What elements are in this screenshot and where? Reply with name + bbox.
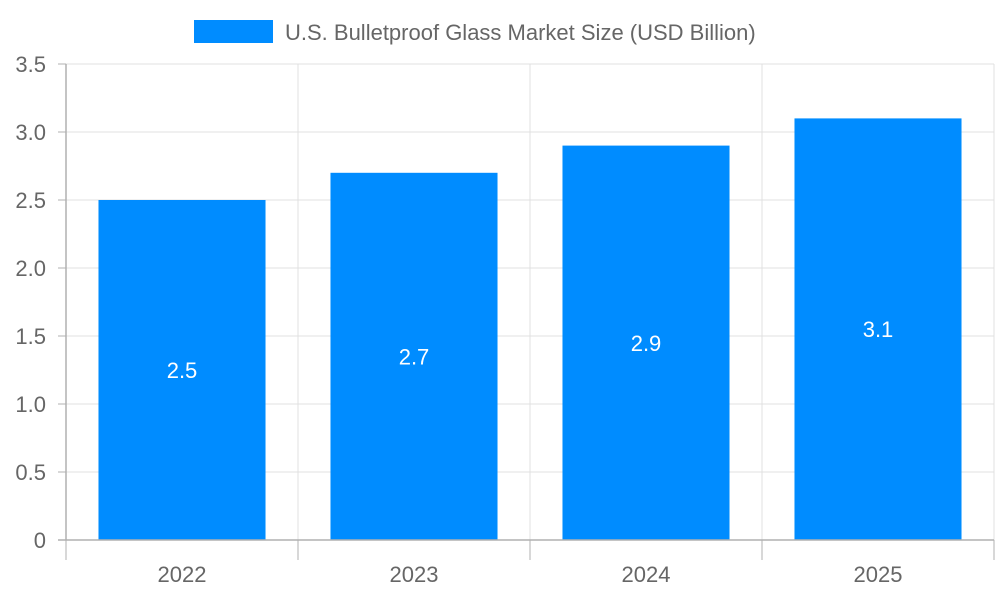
- legend-swatch: [194, 20, 273, 43]
- y-tick-label: 0.5: [15, 460, 46, 485]
- x-tick-label: 2023: [390, 562, 439, 587]
- data-label: 3.1: [863, 317, 894, 342]
- y-tick-label: 0: [34, 528, 46, 553]
- legend-label: U.S. Bulletproof Glass Market Size (USD …: [285, 20, 756, 45]
- x-tick-label: 2025: [854, 562, 903, 587]
- bar-2022[interactable]: [98, 200, 266, 540]
- y-tick-label: 1.5: [15, 324, 46, 349]
- data-label: 2.5: [167, 358, 198, 383]
- bars: 2.5 2.7 2.9 3.1: [98, 118, 962, 541]
- y-tick-label: 1.0: [15, 392, 46, 417]
- y-tick-label: 2.5: [15, 188, 46, 213]
- data-label: 2.9: [631, 331, 662, 356]
- bar-2024[interactable]: [562, 145, 730, 540]
- y-tick-label: 3.5: [15, 52, 46, 77]
- bar-2025[interactable]: [794, 118, 962, 541]
- axes: 0 0.5 1.0 1.5 2.0 2.5 3.0 3.5 2022 2023 2024 2025: [15, 52, 995, 587]
- data-label: 2.7: [399, 344, 430, 369]
- bar-2023[interactable]: [330, 172, 498, 541]
- x-tick-label: 2024: [622, 562, 671, 587]
- legend[interactable]: U.S. Bulletproof Glass Market Size (USD …: [194, 20, 756, 45]
- y-tick-label: 2.0: [15, 256, 46, 281]
- x-tick-label: 2022: [158, 562, 207, 587]
- y-tick-label: 3.0: [15, 120, 46, 145]
